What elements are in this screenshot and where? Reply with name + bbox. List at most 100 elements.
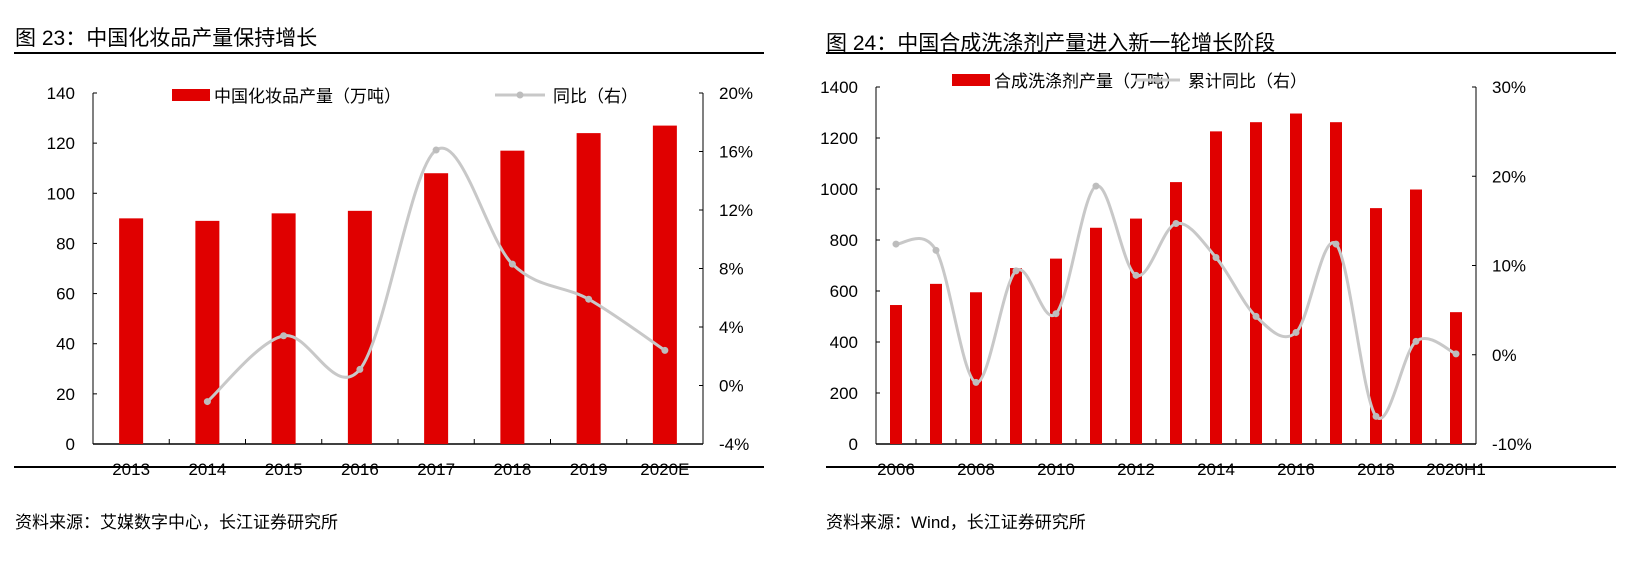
bar-2018 <box>500 150 525 444</box>
right-tick-label: 20% <box>719 84 753 103</box>
legend-line-marker <box>1154 76 1161 84</box>
left-tick-label: 120 <box>47 134 75 153</box>
right-tick-label: 10% <box>1492 257 1526 276</box>
bar-2019 <box>576 133 601 444</box>
yoy-marker <box>1292 328 1300 336</box>
left-tick-label: 200 <box>830 384 858 403</box>
source-left: 资料来源：艾媒数字中心，长江证券研究所 <box>15 513 338 532</box>
left-tick-label: 60 <box>56 285 75 304</box>
bar-2019 <box>1410 189 1422 444</box>
right-tick-label: -10% <box>1492 435 1532 454</box>
left-tick-label: 100 <box>47 184 75 203</box>
yoy-marker <box>1092 182 1100 190</box>
bar-2018 <box>1370 208 1382 444</box>
yoy-marker <box>1452 350 1460 358</box>
left-tick-label: 600 <box>830 282 858 301</box>
x-tick-label: 2018 <box>493 460 531 479</box>
right-tick-label: 20% <box>1492 167 1526 186</box>
yoy-marker <box>1052 310 1060 318</box>
right-tick-label: 0% <box>719 377 744 396</box>
left-tick-label: 40 <box>56 335 75 354</box>
legend-bar-swatch <box>172 89 210 101</box>
bar-2020E <box>652 125 677 444</box>
bar-2012 <box>1130 218 1142 444</box>
x-tick-label: 2012 <box>1117 460 1155 479</box>
yoy-marker <box>1172 220 1180 228</box>
right-tick-label: 30% <box>1492 78 1526 97</box>
x-tick-label: 2019 <box>570 460 608 479</box>
right-tick-label: 16% <box>719 143 753 162</box>
x-tick-label: 2006 <box>877 460 915 479</box>
yoy-marker <box>1012 267 1020 275</box>
bar-2010 <box>1050 258 1062 444</box>
left-tick-label: 20 <box>56 385 75 404</box>
x-tick-label: 2014 <box>188 460 226 479</box>
left-tick-label: 1200 <box>820 129 858 148</box>
bar-2015 <box>271 213 296 444</box>
bar-2014 <box>195 220 220 444</box>
x-tick-label: 2008 <box>957 460 995 479</box>
yoy-marker <box>661 346 669 354</box>
yoy-marker <box>203 398 211 406</box>
yoy-line <box>895 184 1457 420</box>
source-right: 资料来源：Wind，长江证券研究所 <box>826 513 1086 532</box>
bar-2011 <box>1090 227 1102 444</box>
bar-2016 <box>1290 113 1302 445</box>
title-rule-left <box>14 52 764 54</box>
bar-2015 <box>1250 122 1262 444</box>
yoy-marker <box>356 365 364 373</box>
yoy-marker <box>585 295 593 303</box>
yoy-marker <box>1132 271 1140 279</box>
bar-2016 <box>347 210 372 444</box>
right-tick-label: 12% <box>719 201 753 220</box>
x-tick-label: 2010 <box>1037 460 1075 479</box>
yoy-marker <box>1372 412 1380 420</box>
left-tick-label: 1400 <box>820 78 858 97</box>
bottom-rule-right <box>826 466 1616 468</box>
yoy-marker <box>892 240 900 248</box>
x-tick-label: 2015 <box>265 460 303 479</box>
legend-bar-swatch <box>952 74 990 86</box>
yoy-marker <box>1252 312 1260 320</box>
left-tick-label: 800 <box>830 231 858 250</box>
x-tick-label: 2016 <box>341 460 379 479</box>
yoy-marker <box>508 260 516 268</box>
bar-2017 <box>424 173 449 444</box>
bar-2017 <box>1330 122 1342 444</box>
x-tick-label: 2014 <box>1197 460 1235 479</box>
right-tick-label: -4% <box>719 435 749 454</box>
bar-2007 <box>930 283 942 444</box>
yoy-marker <box>972 378 980 386</box>
chart-title-right: 图 24：中国合成洗涤剂产量进入新一轮增长阶段 <box>826 32 1276 55</box>
right-tick-label: 0% <box>1492 346 1517 365</box>
bottom-rule-left <box>14 466 764 468</box>
yoy-marker <box>432 146 440 154</box>
left-tick-label: 0 <box>66 435 75 454</box>
bar-2014 <box>1210 131 1222 444</box>
legend-bar-label: 中国化妆品产量（万吨） <box>214 87 401 106</box>
yoy-marker <box>932 246 940 254</box>
bar-2020H1 <box>1450 312 1462 444</box>
x-tick-label: 2017 <box>417 460 455 479</box>
left-tick-label: 400 <box>830 333 858 352</box>
yoy-marker <box>280 332 288 340</box>
bar-2006 <box>890 305 902 444</box>
left-tick-label: 0 <box>849 435 858 454</box>
x-tick-label: 2013 <box>112 460 150 479</box>
chart-title-left: 图 23：中国化妆品产量保持增长 <box>15 27 318 50</box>
left-tick-label: 140 <box>47 84 75 103</box>
yoy-marker <box>1412 337 1420 345</box>
legend-line-label: 累计同比（右） <box>1188 72 1307 91</box>
x-tick-label: 2020E <box>640 460 689 479</box>
x-tick-label: 2016 <box>1277 460 1315 479</box>
legend-line-label: 同比（右） <box>553 87 638 106</box>
right-tick-label: 4% <box>719 318 744 337</box>
legend-line-marker <box>516 91 524 99</box>
x-tick-label: 2018 <box>1357 460 1395 479</box>
legend-bar-label: 合成洗涤剂产量（万吨） <box>994 72 1181 91</box>
yoy-marker <box>1212 253 1220 261</box>
bar-2013 <box>1170 182 1182 445</box>
bar-2009 <box>1010 268 1022 444</box>
x-tick-label: 2020H1 <box>1426 460 1486 479</box>
